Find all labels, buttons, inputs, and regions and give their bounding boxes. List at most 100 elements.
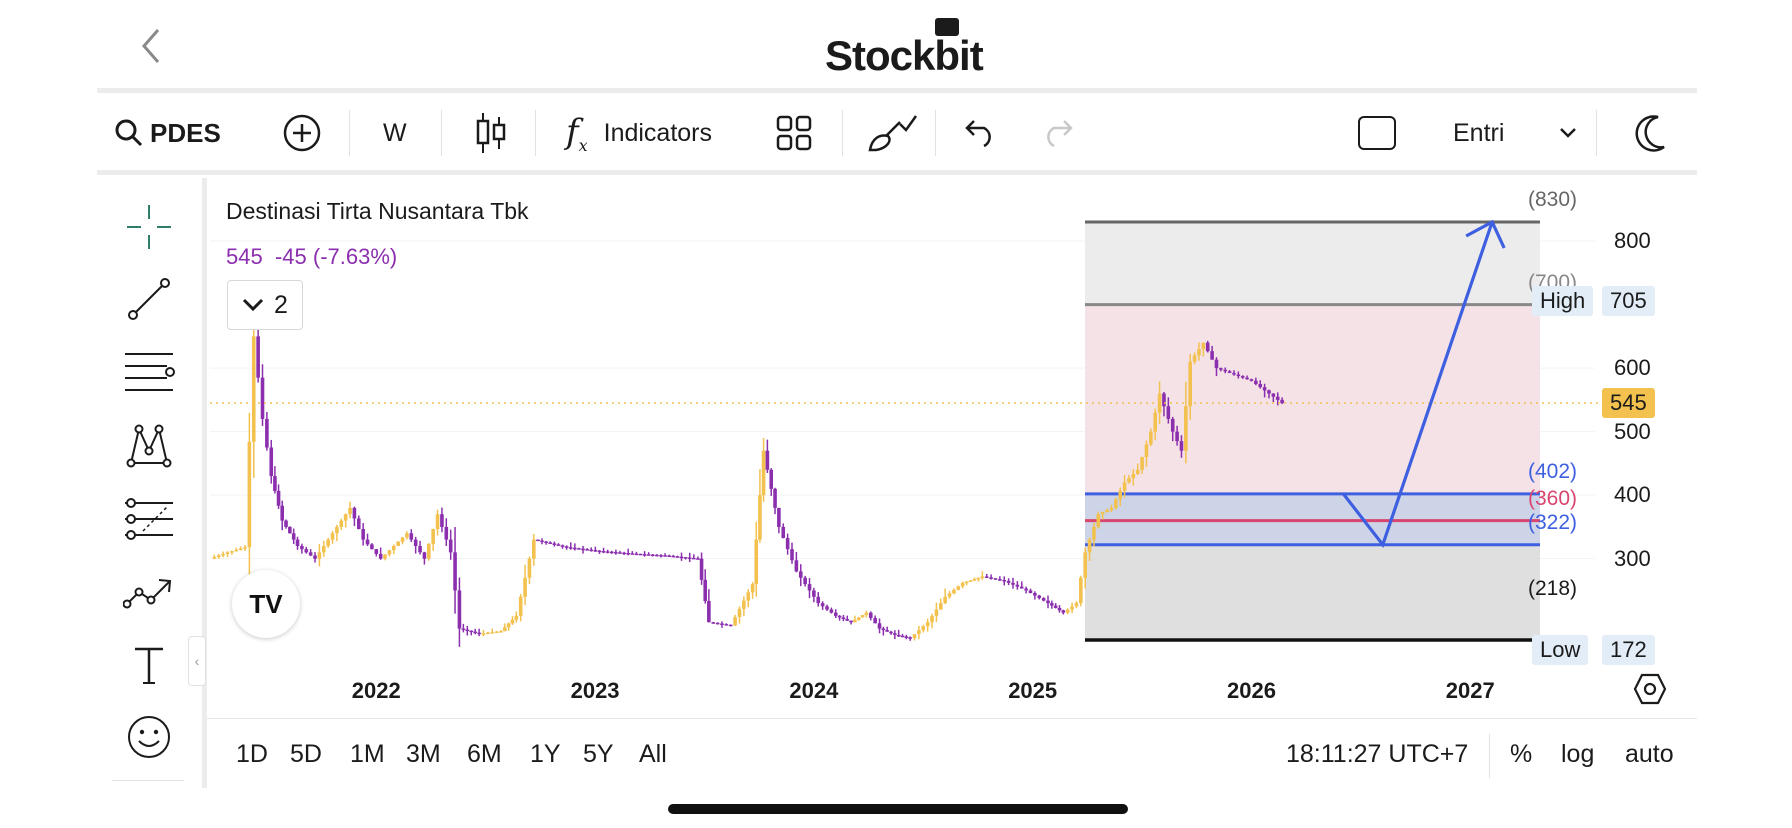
candle-up <box>754 539 759 585</box>
back-button[interactable] <box>132 24 172 68</box>
checkbox-square-icon <box>1358 116 1396 150</box>
candle-up <box>523 577 527 597</box>
candle-up <box>486 632 490 635</box>
fib-zone <box>1085 222 1540 305</box>
range-button-5y[interactable]: 5Y <box>583 740 614 768</box>
candle-down <box>785 538 790 550</box>
candle-down <box>1223 369 1228 372</box>
x-tick-label: 2022 <box>351 678 401 703</box>
range-button-1d[interactable]: 1D <box>236 740 268 768</box>
collapse-tools-handle[interactable]: ‹ <box>188 636 206 686</box>
order-checkbox[interactable] <box>1358 112 1396 154</box>
candle-up <box>243 547 247 549</box>
candle-down <box>1258 383 1263 388</box>
candle-down <box>1057 607 1062 611</box>
candle-up <box>330 533 335 540</box>
candle-down <box>265 418 269 448</box>
forecast-tool[interactable] <box>122 492 176 546</box>
last-price-tag: 545 <box>1602 388 1655 419</box>
toolbar-bottom-divider <box>112 780 184 781</box>
auto-scale-toggle[interactable]: auto <box>1625 740 1674 768</box>
compare-button[interactable] <box>282 112 322 154</box>
indicators-collapse-button[interactable]: 2 <box>227 280 303 330</box>
candle-down <box>601 551 606 553</box>
order-type-select[interactable]: Entri <box>1453 112 1577 154</box>
candle-down <box>352 507 357 519</box>
candle-up <box>532 539 536 559</box>
candle-up <box>426 543 431 559</box>
candle-down <box>715 622 720 625</box>
chevron-left-icon <box>142 29 160 63</box>
candle-down <box>1179 441 1184 451</box>
range-button-1y[interactable]: 1Y <box>530 740 561 768</box>
path-tool[interactable] <box>122 565 176 619</box>
candle-down <box>1249 379 1254 381</box>
time-axis-divider <box>207 718 1697 719</box>
candle-up <box>1105 509 1109 513</box>
fib-zone <box>1085 544 1540 640</box>
interval-button[interactable]: W <box>383 118 407 147</box>
candle-down <box>457 590 462 629</box>
candle-up <box>431 529 435 544</box>
candle-down <box>877 623 882 629</box>
crosshair-tool[interactable] <box>122 200 176 254</box>
theme-toggle[interactable] <box>1632 112 1668 154</box>
chart-settings-button[interactable] <box>1633 672 1667 711</box>
candle-down <box>1050 603 1054 606</box>
candle-down <box>269 447 274 477</box>
candle-up <box>1197 349 1201 356</box>
indicators-button[interactable]: fx Indicators <box>566 111 713 155</box>
pattern-tool[interactable] <box>122 418 176 472</box>
candle-up <box>921 626 926 631</box>
candle-down <box>291 533 296 540</box>
candle-up <box>387 550 392 555</box>
undo-button[interactable] <box>962 112 998 154</box>
chart-type-button[interactable] <box>474 112 508 154</box>
range-button-3m[interactable]: 3M <box>406 740 441 768</box>
x-tick-label: 2024 <box>789 678 839 703</box>
symbol-search[interactable]: PDES <box>114 112 221 154</box>
candle-down <box>409 533 414 540</box>
candle-down <box>794 560 799 572</box>
fib-zone <box>1085 304 1540 494</box>
candle-down <box>807 584 812 591</box>
text-tool[interactable] <box>122 638 176 692</box>
candle-down <box>568 547 573 549</box>
candle-down <box>477 632 481 635</box>
candle-up <box>1140 457 1144 470</box>
candle-up <box>761 450 766 496</box>
drawings-toggle[interactable] <box>866 112 918 154</box>
candle-up <box>317 552 322 559</box>
candle-down <box>465 629 470 632</box>
candle-down <box>1227 371 1232 373</box>
range-button-all[interactable]: All <box>639 740 667 768</box>
percent-scale-toggle[interactable]: % <box>1510 740 1533 768</box>
candle-down <box>1245 377 1249 380</box>
candle-down <box>798 571 803 578</box>
layout-button[interactable] <box>776 112 812 154</box>
candle-down <box>885 630 889 632</box>
y-tick-label: 500 <box>1614 418 1651 444</box>
candle-down <box>998 579 1002 581</box>
candle-down <box>1205 342 1210 352</box>
range-button-1m[interactable]: 1M <box>350 740 385 768</box>
candle-down <box>552 543 557 545</box>
range-button-6m[interactable]: 6M <box>467 740 502 768</box>
candle-down <box>356 518 361 530</box>
trend-line-tool[interactable] <box>122 272 176 326</box>
fib-tool[interactable] <box>122 345 176 399</box>
range-button-5d[interactable]: 5D <box>290 740 322 768</box>
candle-up <box>960 582 965 587</box>
hexagon-settings-icon <box>1633 673 1667 705</box>
candle-down <box>609 551 614 554</box>
candle-up <box>746 592 751 601</box>
candle-up <box>251 336 256 442</box>
candle-down <box>461 628 466 631</box>
redo-button[interactable] <box>1040 112 1076 154</box>
emoji-tool[interactable] <box>122 710 176 764</box>
toolbar-separator <box>935 110 936 156</box>
log-scale-toggle[interactable]: log <box>1561 740 1595 768</box>
candle-down <box>889 631 893 634</box>
candle-up <box>1079 577 1083 604</box>
